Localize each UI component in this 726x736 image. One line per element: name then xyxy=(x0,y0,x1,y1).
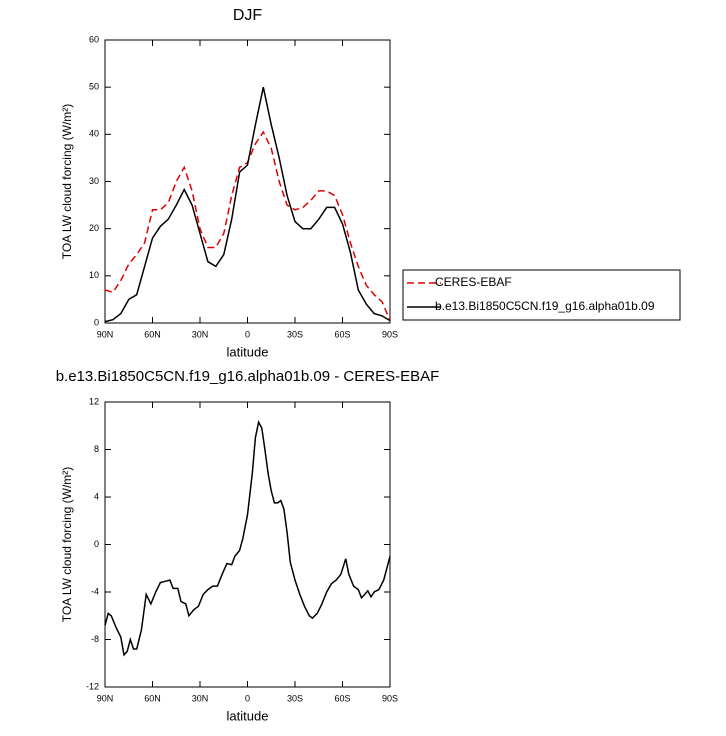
y-tick-label: 0 xyxy=(94,539,99,549)
legend-label: CERES-EBAF xyxy=(435,275,512,289)
y-tick-label: -12 xyxy=(86,681,99,691)
y-tick-label: 20 xyxy=(89,223,99,233)
chart-title: DJF xyxy=(233,7,263,24)
y-axis-label: TOA LW cloud forcing (W/m²) xyxy=(60,467,74,623)
y-tick-label: 8 xyxy=(94,444,99,454)
x-tick-label: 30N xyxy=(192,693,209,703)
y-tick-label: 10 xyxy=(89,270,99,280)
series-line xyxy=(104,130,391,321)
x-axis-label: latitude xyxy=(227,708,269,723)
y-tick-label: -4 xyxy=(91,586,99,596)
y-tick-label: 12 xyxy=(89,396,99,406)
x-tick-label: 60S xyxy=(334,329,350,339)
x-tick-label: 0 xyxy=(245,329,250,339)
y-tick-label: 50 xyxy=(89,82,99,92)
y-tick-label: 4 xyxy=(94,491,99,501)
x-tick-label: 30S xyxy=(287,693,303,703)
y-tick-label: -8 xyxy=(91,634,99,644)
y-axis-label: TOA LW cloud forcing (W/m²) xyxy=(60,104,74,260)
x-tick-label: 90N xyxy=(97,329,114,339)
x-axis-label: latitude xyxy=(227,344,269,359)
series-line xyxy=(104,87,391,323)
y-tick-label: 30 xyxy=(89,176,99,186)
x-tick-label: 60N xyxy=(144,693,161,703)
x-tick-label: 90S xyxy=(382,329,398,339)
x-tick-label: 90N xyxy=(97,693,114,703)
legend-label: b.e13.Bi1850C5CN.f19_g16.alpha01b.09 xyxy=(435,299,655,313)
x-tick-label: 90S xyxy=(382,693,398,703)
y-tick-label: 0 xyxy=(94,317,99,327)
x-tick-label: 60N xyxy=(144,329,161,339)
data-line xyxy=(104,420,391,657)
y-tick-label: 60 xyxy=(89,34,99,44)
x-tick-label: 60S xyxy=(334,693,350,703)
plot-frame xyxy=(104,39,391,324)
chart-title: b.e13.Bi1850C5CN.f19_g16.alpha01b.09 - C… xyxy=(56,368,440,385)
plot-frame xyxy=(104,401,391,688)
y-tick-label: 40 xyxy=(89,129,99,139)
x-tick-label: 30N xyxy=(192,329,209,339)
x-tick-label: 0 xyxy=(245,693,250,703)
legend-box xyxy=(402,269,681,321)
x-tick-label: 30S xyxy=(287,329,303,339)
